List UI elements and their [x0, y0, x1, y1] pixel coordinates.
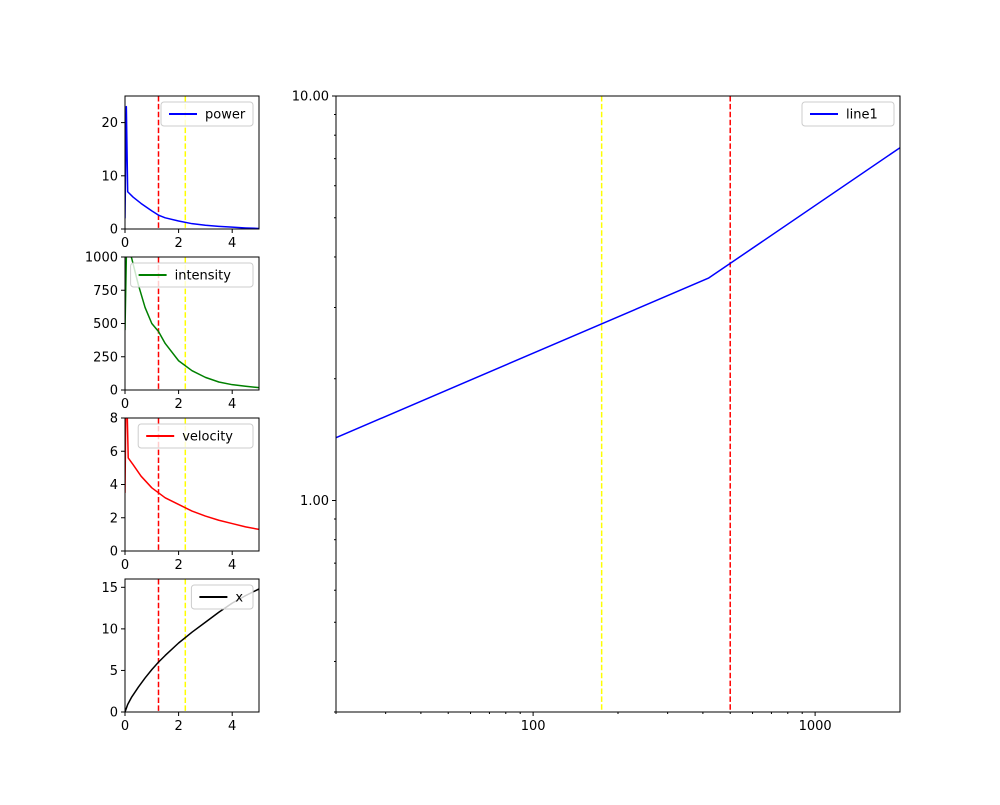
x-tick-label: 2 [174, 719, 182, 734]
y-tick-label: 4 [110, 478, 118, 493]
legend-box [137, 423, 254, 449]
plot-area [125, 257, 259, 390]
y-tick-label: 0 [110, 384, 118, 399]
x-tick-label: 100 [521, 719, 546, 734]
y-tick-label: 500 [93, 317, 118, 332]
series-line-line1 [336, 147, 900, 439]
x-tick-label: 4 [228, 558, 236, 573]
y-tick-label: 8 [110, 412, 118, 427]
x-tick-label: 2 [174, 558, 182, 573]
x-subplot: 0 2 4 0 5 10 15 x [101, 578, 260, 734]
legend-label: intensity [175, 269, 232, 284]
y-tick-label: 6 [110, 445, 118, 460]
y-tick-label: 10.00 [292, 90, 329, 105]
y-tick-label: 1.00 [300, 494, 329, 509]
axes-frame [124, 95, 260, 230]
legend-label: velocity [182, 430, 233, 445]
main-loglog-plot: 100 1000 1.00 10.00 line1 [292, 90, 901, 734]
y-tick-label: 20 [101, 116, 118, 131]
x-tick-label: 2 [174, 397, 182, 412]
y-tick-label: 250 [93, 350, 118, 365]
y-tick-label: 15 [101, 581, 118, 596]
legend-box [130, 262, 254, 288]
x-tick-label: 4 [228, 397, 236, 412]
x-tick-label: 1000 [799, 719, 832, 734]
axes-frame [124, 578, 260, 713]
power-subplot: 0 2 4 0 10 20 power [101, 95, 260, 251]
x-tick-label: 0 [121, 719, 129, 734]
y-tick-label: 1000 [85, 251, 118, 266]
y-tick-label: 5 [110, 664, 118, 679]
y-tick-label: 0 [110, 223, 118, 238]
series-line-velocity [125, 418, 259, 531]
legend-box [160, 101, 254, 127]
series-line-intensity [125, 257, 259, 389]
y-tick-label: 2 [110, 511, 118, 526]
plot-area [125, 96, 259, 229]
x-tick-label: 0 [121, 236, 129, 251]
x-tick-label: 0 [121, 558, 129, 573]
y-tick-label: 750 [93, 284, 118, 299]
legend-label: power [205, 108, 246, 123]
x-tick-label: 0 [121, 397, 129, 412]
x-tick-label: 2 [174, 236, 182, 251]
legend-label: x [235, 591, 243, 606]
y-tick-label: 0 [110, 545, 118, 560]
x-tick-label: 4 [228, 719, 236, 734]
y-tick-label: 10 [101, 169, 118, 184]
legend-box [801, 101, 895, 127]
y-tick-label: 10 [101, 622, 118, 637]
plot-area [336, 96, 900, 712]
plot-area [125, 418, 259, 551]
velocity-subplot: 0 2 4 0 2 4 6 8 velocity [110, 412, 260, 573]
y-tick-label: 0 [110, 706, 118, 721]
intensity-subplot: 0 2 4 0 250 500 750 1000 intensity [85, 251, 260, 412]
x-tick-label: 4 [228, 236, 236, 251]
series-line-power [125, 105, 259, 229]
legend-label: line1 [846, 108, 878, 123]
